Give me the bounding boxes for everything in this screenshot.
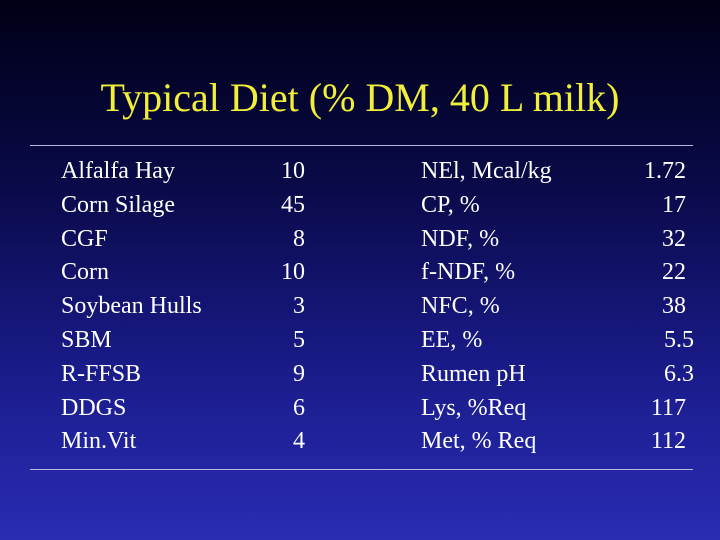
ingredient-amounts-column: 10 45 8 10 3 5 9 6 4 [255,155,305,459]
ingredient-name: Alfalfa Hay [61,158,175,184]
nutrient-name: CP, % [421,191,480,218]
ingredient-amount: 3 [293,293,305,320]
nutrient-value: 5.5 [664,326,694,353]
nutrient-name: NEl, Mcal/kg [421,158,552,184]
ingredient-name: Corn [61,259,109,286]
slide-title: Typical Diet (% DM, 40 L milk) [100,75,620,120]
nutrient-value: 32 [662,225,686,252]
top-divider [30,145,693,146]
ingredient-name: DDGS [61,394,127,421]
nutrient-names-column: NEl, Mcal/kg CP, % NDF, % f-NDF, % NFC, … [421,155,621,459]
nutrient-value: 1.72 [644,158,686,184]
nutrient-values-column: 1.72 17 32 22 38 5.5 6.3 117 112 [610,155,694,459]
nutrient-name: NFC, % [421,293,500,320]
nutrient-value: 38 [662,293,686,320]
ingredient-amount: 9 [293,360,305,387]
nutrient-name: Met, % Req [421,428,537,455]
ingredient-amount: 45 [281,191,305,218]
ingredient-name: Min.Vit [61,428,137,455]
ingredient-amount: 10 [281,158,305,184]
nutrient-name: Rumen pH [421,360,526,387]
nutrient-value: 6.3 [664,360,694,387]
ingredient-name: SBM [61,326,112,353]
nutrient-name: f-NDF, % [421,259,516,286]
ingredient-amount: 5 [293,326,305,353]
nutrient-name: EE, % [421,326,483,353]
nutrient-value: 17 [662,191,686,218]
bottom-divider [30,469,693,470]
ingredient-name: Corn Silage [61,191,175,218]
nutrient-value: 22 [662,259,686,286]
ingredient-amount: 10 [281,259,305,286]
nutrient-value: 117 [650,394,686,421]
ingredient-name: R-FFSB [61,360,142,387]
ingredient-name: CGF [61,225,108,252]
nutrient-name: NDF, % [421,225,500,252]
ingredient-names-column: Alfalfa Hay Corn Silage CGF Corn Soybean… [61,155,261,459]
ingredient-amount: 6 [293,394,305,421]
ingredient-amount: 8 [293,225,305,252]
ingredient-amount: 4 [293,428,305,455]
nutrient-name: Lys, %Req [421,394,527,421]
ingredient-name: Soybean Hulls [61,293,202,320]
nutrient-value: 112 [650,428,686,455]
